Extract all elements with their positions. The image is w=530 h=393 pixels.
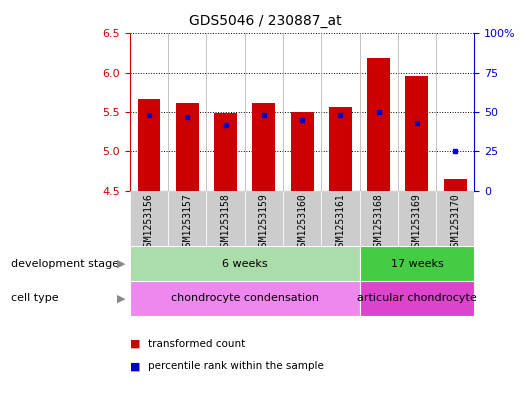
Bar: [359, 246, 474, 281]
Text: cell type: cell type: [11, 293, 58, 303]
Bar: [130, 246, 359, 281]
Bar: [176, 103, 199, 191]
Text: GSM1253157: GSM1253157: [182, 193, 192, 252]
Bar: [206, 191, 245, 246]
Bar: [444, 179, 467, 191]
Text: development stage: development stage: [11, 259, 119, 269]
Text: GSM1253169: GSM1253169: [412, 193, 422, 252]
Bar: [245, 191, 283, 246]
Bar: [436, 191, 474, 246]
Bar: [252, 103, 275, 191]
Bar: [359, 191, 398, 246]
Text: ▶: ▶: [117, 293, 125, 303]
Bar: [214, 113, 237, 191]
Text: ■: ■: [130, 361, 140, 371]
Text: articular chondrocyte: articular chondrocyte: [357, 293, 477, 303]
Text: GSM1253160: GSM1253160: [297, 193, 307, 252]
Text: 17 weeks: 17 weeks: [391, 259, 443, 269]
Bar: [398, 191, 436, 246]
Text: ▶: ▶: [117, 259, 125, 269]
Text: GDS5046 / 230887_at: GDS5046 / 230887_at: [189, 14, 341, 28]
Bar: [359, 281, 474, 316]
Text: percentile rank within the sample: percentile rank within the sample: [148, 361, 324, 371]
Bar: [283, 191, 321, 246]
Bar: [329, 107, 352, 191]
Text: GSM1253161: GSM1253161: [335, 193, 346, 252]
Bar: [321, 191, 359, 246]
Text: 6 weeks: 6 weeks: [222, 259, 268, 269]
Text: GSM1253159: GSM1253159: [259, 193, 269, 252]
Text: transformed count: transformed count: [148, 339, 245, 349]
Bar: [290, 112, 314, 191]
Text: ■: ■: [130, 339, 140, 349]
Text: chondrocyte condensation: chondrocyte condensation: [171, 293, 319, 303]
Text: GSM1253170: GSM1253170: [450, 193, 460, 252]
Text: GSM1253158: GSM1253158: [220, 193, 231, 252]
Bar: [130, 191, 168, 246]
Bar: [405, 76, 428, 191]
Bar: [130, 281, 359, 316]
Text: GSM1253156: GSM1253156: [144, 193, 154, 252]
Text: GSM1253168: GSM1253168: [374, 193, 384, 252]
Bar: [168, 191, 206, 246]
Bar: [367, 58, 390, 191]
Bar: [137, 99, 161, 191]
